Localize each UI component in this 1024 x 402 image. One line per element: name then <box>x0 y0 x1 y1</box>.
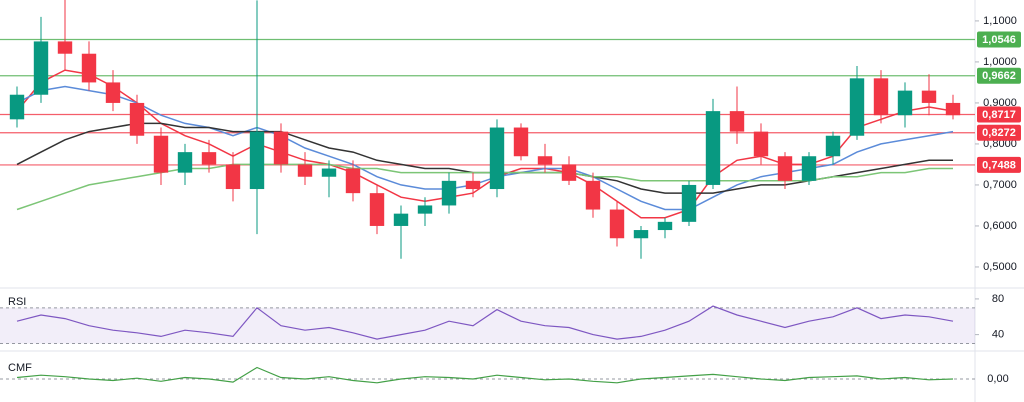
candle-body <box>921 90 937 103</box>
y-tick-label: 0,9000 <box>983 97 1017 109</box>
candle-body <box>33 41 49 95</box>
candle-body <box>441 180 457 206</box>
candle-body <box>57 41 73 54</box>
candle-body <box>249 131 265 190</box>
candle-body <box>729 111 745 132</box>
candle-body <box>369 193 385 226</box>
candle-body <box>825 135 841 157</box>
level-tag <box>977 31 1021 48</box>
candle-body <box>177 152 193 173</box>
candle-body <box>489 127 505 190</box>
candle-body <box>633 230 649 239</box>
indicator-title: CMF <box>8 362 32 374</box>
rsi-band <box>0 307 975 344</box>
candle-body <box>657 221 673 231</box>
y-tick-label: 1,0000 <box>983 56 1017 68</box>
candle-body <box>273 131 289 165</box>
moving-average <box>16 163 953 211</box>
level-tag <box>977 106 1021 123</box>
candle-body <box>297 164 313 177</box>
candle-body <box>585 180 601 210</box>
y-tick-label: 0,8000 <box>983 138 1017 150</box>
level-tag-label: 0,9662 <box>982 70 1016 82</box>
candle-body <box>345 168 361 194</box>
candle-body <box>609 209 625 239</box>
candle-body <box>513 127 529 157</box>
candle-body <box>873 78 889 116</box>
candle-body <box>801 156 817 181</box>
candle-body <box>81 53 97 83</box>
level-tag-label: 0,7488 <box>982 159 1016 171</box>
candle-body <box>9 94 25 120</box>
level-tag-label: 0,8272 <box>982 127 1016 139</box>
candle-body <box>153 135 169 173</box>
candle-body <box>225 164 241 190</box>
candle-body <box>393 213 409 226</box>
candle-body <box>129 102 145 136</box>
candle-body <box>561 164 577 181</box>
level-tag <box>977 156 1021 173</box>
candle-body <box>681 184 697 222</box>
level-tag <box>977 67 1021 84</box>
y-tick-label: 40 <box>992 329 1004 341</box>
y-tick-label: 80 <box>992 293 1004 305</box>
candle-body <box>537 156 553 165</box>
candle-body <box>417 205 433 214</box>
level-tag-label: 0,8717 <box>982 109 1016 121</box>
candle-body <box>945 102 961 116</box>
moving-average <box>16 85 954 211</box>
candle-body <box>777 156 793 181</box>
candle-body <box>849 78 865 136</box>
y-tick-label: 1,1000 <box>983 15 1017 27</box>
indicator-line <box>16 305 954 340</box>
y-tick-label: 0,7000 <box>983 179 1017 191</box>
moving-average <box>16 69 954 219</box>
indicator-line <box>16 366 954 384</box>
candle-body <box>201 152 217 165</box>
candle-body <box>753 131 769 157</box>
y-tick-label: 0,5000 <box>983 261 1017 273</box>
candle-body <box>465 180 481 190</box>
level-tag-label: 1,0546 <box>982 34 1016 46</box>
level-tag <box>977 124 1021 141</box>
indicator-title: RSI <box>8 296 26 308</box>
y-tick-label: 0,00 <box>987 373 1008 385</box>
y-tick-label: 0,6000 <box>983 220 1017 232</box>
candle-body <box>321 168 337 177</box>
candle-body <box>897 90 913 116</box>
candle-body <box>105 82 121 103</box>
candle-body <box>705 111 721 185</box>
